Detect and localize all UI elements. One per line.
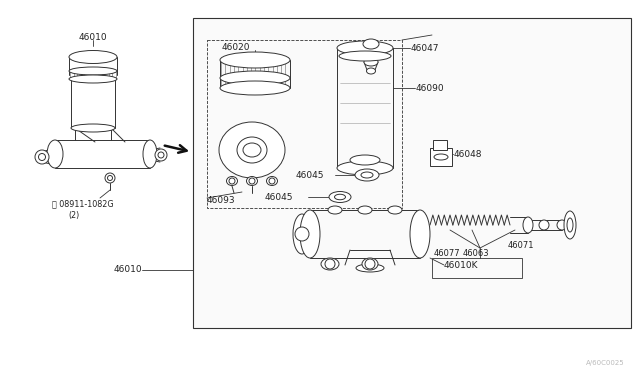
Ellipse shape xyxy=(71,124,115,132)
Ellipse shape xyxy=(434,154,448,160)
Text: 46020: 46020 xyxy=(222,42,250,51)
Bar xyxy=(430,148,452,166)
Text: 46071: 46071 xyxy=(508,241,534,250)
Ellipse shape xyxy=(246,176,257,186)
Text: 46077: 46077 xyxy=(434,250,461,259)
Ellipse shape xyxy=(335,194,346,200)
Ellipse shape xyxy=(363,39,379,49)
Ellipse shape xyxy=(364,58,378,66)
Ellipse shape xyxy=(361,172,373,178)
Text: 46045: 46045 xyxy=(265,192,294,202)
Ellipse shape xyxy=(243,143,261,157)
Ellipse shape xyxy=(220,52,290,68)
Text: 46063: 46063 xyxy=(463,250,490,259)
Text: 46010: 46010 xyxy=(79,32,108,42)
Ellipse shape xyxy=(564,211,576,239)
Bar xyxy=(433,140,447,150)
Ellipse shape xyxy=(388,206,402,214)
Circle shape xyxy=(295,227,309,241)
Ellipse shape xyxy=(220,71,290,85)
Ellipse shape xyxy=(69,67,117,75)
Ellipse shape xyxy=(237,137,267,163)
Text: 46047: 46047 xyxy=(411,44,440,52)
Circle shape xyxy=(365,259,375,269)
Ellipse shape xyxy=(143,140,157,168)
Ellipse shape xyxy=(539,220,549,230)
Ellipse shape xyxy=(321,258,339,270)
Bar xyxy=(207,40,402,208)
Ellipse shape xyxy=(329,192,351,202)
Ellipse shape xyxy=(557,220,567,230)
Text: 46093: 46093 xyxy=(207,196,236,205)
Text: Ⓝ 08911-1082G: Ⓝ 08911-1082G xyxy=(52,199,114,208)
Ellipse shape xyxy=(337,41,393,55)
Text: 46010K: 46010K xyxy=(444,260,479,269)
Text: 46045: 46045 xyxy=(296,170,324,180)
Ellipse shape xyxy=(300,210,320,258)
Circle shape xyxy=(108,176,113,180)
Ellipse shape xyxy=(328,206,342,214)
Bar xyxy=(432,258,522,278)
Ellipse shape xyxy=(219,122,285,178)
Circle shape xyxy=(155,149,167,161)
Circle shape xyxy=(269,178,275,184)
Circle shape xyxy=(35,150,49,164)
Ellipse shape xyxy=(47,140,63,168)
Circle shape xyxy=(158,152,164,158)
Text: A/60C0025: A/60C0025 xyxy=(586,360,625,366)
Text: 46090: 46090 xyxy=(416,83,445,93)
Circle shape xyxy=(249,178,255,184)
Circle shape xyxy=(38,154,45,160)
Ellipse shape xyxy=(227,176,237,186)
Circle shape xyxy=(229,178,235,184)
Ellipse shape xyxy=(220,81,290,95)
Ellipse shape xyxy=(339,51,391,61)
Ellipse shape xyxy=(266,176,278,186)
Ellipse shape xyxy=(355,169,379,181)
Text: (2): (2) xyxy=(68,211,79,219)
Text: 46048: 46048 xyxy=(454,150,483,158)
Ellipse shape xyxy=(350,155,380,165)
Ellipse shape xyxy=(358,206,372,214)
Ellipse shape xyxy=(567,218,573,232)
Text: 46010: 46010 xyxy=(113,266,142,275)
Ellipse shape xyxy=(69,51,117,64)
Circle shape xyxy=(105,173,115,183)
Ellipse shape xyxy=(356,264,384,272)
Ellipse shape xyxy=(293,214,311,254)
Ellipse shape xyxy=(410,210,430,258)
Ellipse shape xyxy=(523,217,533,233)
Bar xyxy=(193,18,631,328)
Ellipse shape xyxy=(337,161,393,175)
Ellipse shape xyxy=(362,258,378,270)
Ellipse shape xyxy=(69,75,117,83)
Circle shape xyxy=(325,259,335,269)
Ellipse shape xyxy=(367,68,376,74)
